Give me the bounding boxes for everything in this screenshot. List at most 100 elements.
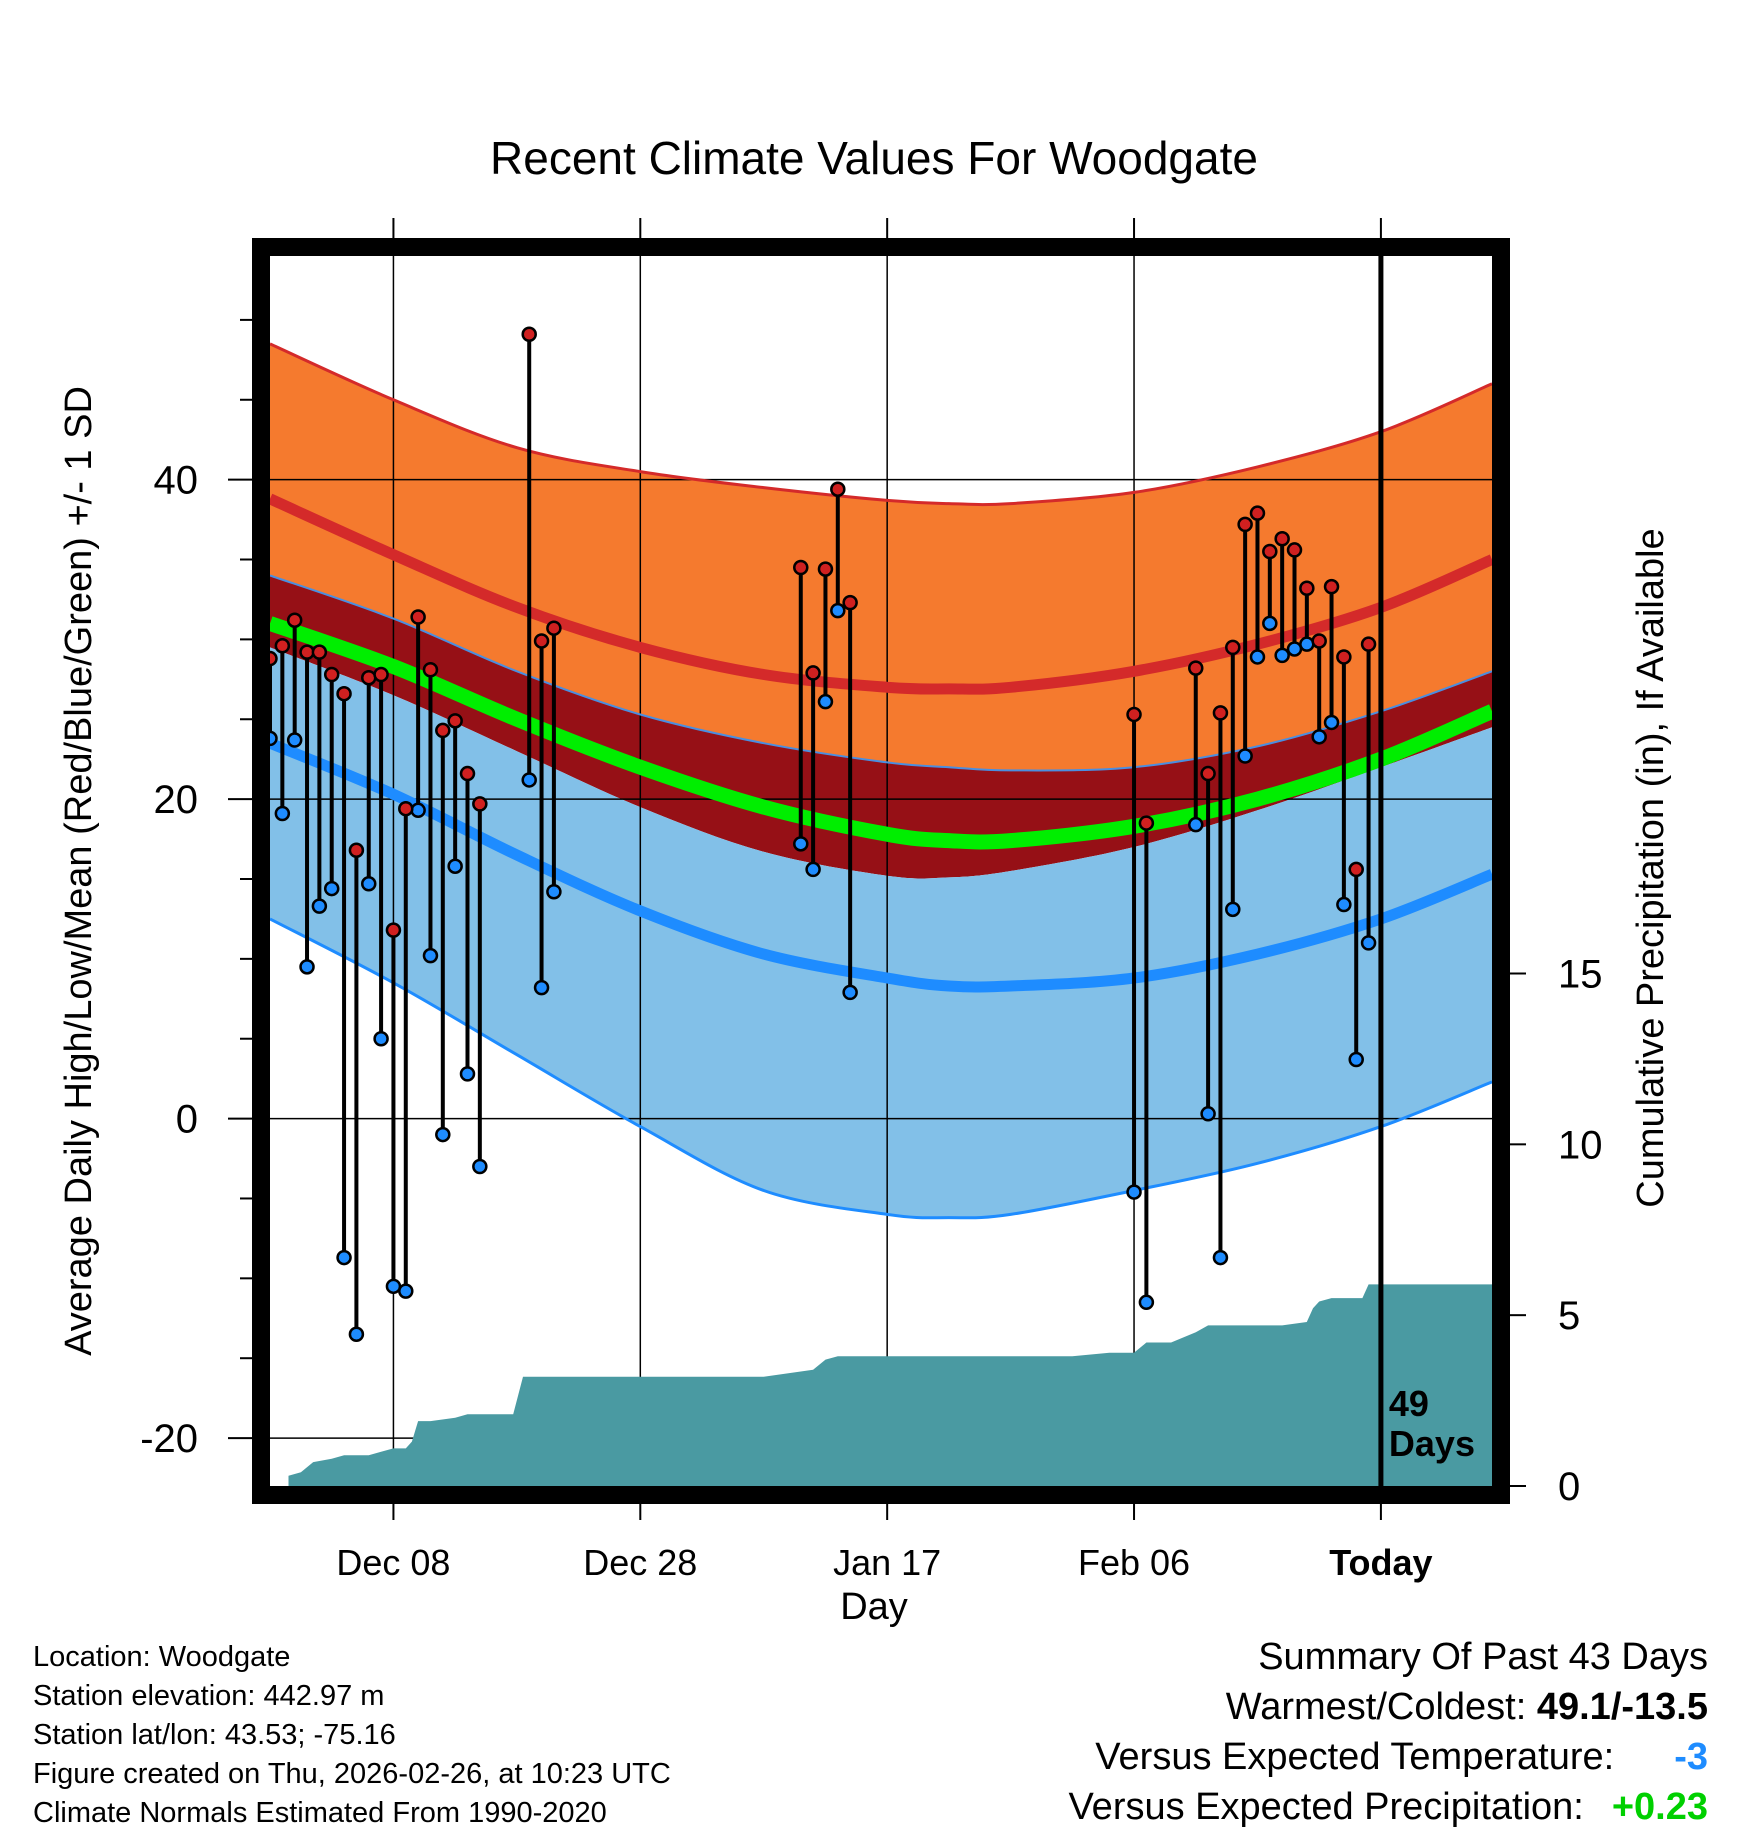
precip-value: +0.23	[1611, 1786, 1708, 1828]
daily-high-point	[1126, 706, 1142, 723]
daily-low-point	[817, 693, 834, 710]
climate-chart: Recent Climate Values For Woodgate Dec 0…	[58, 132, 1672, 1628]
daily-low-point	[1360, 935, 1377, 951]
daily-high-point	[1212, 705, 1229, 721]
precip-label: Versus Expected Precipitation:	[1068, 1786, 1584, 1828]
warmest-label: Warmest/Coldest:	[1225, 1686, 1537, 1728]
daily-high-point	[398, 800, 414, 817]
daily-high-point	[1323, 578, 1340, 595]
y-axis-label: Average Daily High/Low/Mean (Red/Blue/Gr…	[58, 386, 100, 1356]
y2-tick-label: 10	[1558, 1123, 1603, 1167]
daily-low-point	[1311, 729, 1327, 745]
daily-high-point	[546, 620, 562, 636]
y2-tick-label: 15	[1558, 953, 1603, 997]
daily-low-point	[1336, 896, 1352, 913]
x-tick-label: Dec 28	[583, 1542, 697, 1583]
daily-low-point	[299, 959, 315, 975]
x-tick-label: Dec 08	[336, 1542, 450, 1583]
daily-low-point	[459, 1066, 476, 1082]
y2-tick-label: 5	[1558, 1294, 1580, 1338]
daily-low-point	[422, 947, 439, 964]
daily-low-point	[1225, 901, 1241, 918]
daily-low-point	[830, 602, 846, 619]
daily-high-point	[1200, 765, 1216, 782]
plot-frame	[252, 238, 1510, 1504]
daily-points	[262, 326, 1377, 1342]
x-tick-label: Feb 06	[1078, 1542, 1190, 1583]
daily-high-point	[830, 481, 846, 497]
daily-high-point	[533, 633, 550, 649]
precipitation-area	[288, 1284, 1492, 1486]
daily-high-point	[1188, 660, 1204, 676]
normals-text: Climate Normals Estimated From 1990-2020	[33, 1797, 607, 1829]
normal-low-line	[267, 738, 1495, 993]
normal-lines	[267, 342, 1495, 1220]
daily-low-point	[1126, 1184, 1142, 1200]
daily-high-point	[348, 842, 365, 858]
daily-high-point	[521, 326, 537, 343]
elevation-text: Station elevation: 442.97 m	[33, 1680, 385, 1712]
daily-low-point	[286, 732, 303, 748]
daily-low-point	[1200, 1106, 1216, 1122]
daily-high-point	[1311, 633, 1327, 649]
chart-title: Recent Climate Values For Woodgate	[490, 132, 1258, 184]
low-sd-lower-line	[269, 917, 1493, 1220]
today-days-label-line: 49	[1389, 1383, 1429, 1424]
daily-high-point	[1274, 530, 1290, 547]
daily-high-point	[311, 644, 328, 660]
daily-low-point	[398, 1283, 414, 1299]
daily-low-point	[793, 836, 809, 852]
daily-high-point	[447, 713, 463, 729]
daily-low-point	[1188, 816, 1204, 833]
daily-high-point	[842, 594, 858, 611]
daily-low-point	[1323, 714, 1340, 731]
daily-low-point	[1249, 649, 1266, 665]
daily-low-point	[348, 1326, 365, 1342]
daily-low-point	[842, 984, 858, 1001]
daily-high-point	[1360, 636, 1377, 652]
x-axis-label: Day	[840, 1586, 908, 1628]
daily-high-point	[373, 666, 389, 683]
created-text: Figure created on Thu, 2026-02-26, at 10…	[33, 1758, 671, 1790]
daily-low-point	[1212, 1249, 1229, 1266]
daily-high-point	[1262, 543, 1278, 560]
daily-high-point	[1225, 639, 1241, 656]
daily-high-point	[1348, 861, 1364, 878]
daily-low-point	[546, 884, 562, 900]
daily-high-point	[472, 796, 488, 812]
today-days-label-line: Days	[1389, 1423, 1475, 1464]
daily-low-point	[533, 979, 550, 996]
daily-high-point	[1138, 815, 1155, 831]
daily-low-point	[1237, 748, 1253, 764]
daily-low-point	[373, 1030, 389, 1047]
daily-low-point	[311, 898, 328, 914]
axes: Dec 08 Dec 28 Jan 17 Feb 06 Today -20 0 20 40 0 5 1…	[140, 218, 1603, 1583]
daily-low-point	[1274, 647, 1290, 664]
daily-high-point	[1336, 649, 1352, 665]
summary-panel: Summary Of Past 43 Days Warmest/Coldest:…	[1068, 1632, 1708, 1832]
daily-low-point	[805, 861, 821, 878]
daily-high-point	[385, 922, 402, 938]
temp-value: -3	[1674, 1736, 1708, 1778]
daily-high-point	[435, 722, 451, 739]
daily-high-point	[817, 561, 834, 577]
station-info: Location: Woodgate Station elevation: 44…	[33, 1638, 671, 1833]
daily-low-point	[323, 880, 340, 897]
daily-high-point	[1249, 505, 1266, 521]
daily-low-point	[336, 1249, 352, 1266]
daily-low-point	[410, 802, 426, 819]
daily-high-point	[323, 666, 340, 683]
daily-low-point	[1286, 641, 1303, 657]
daily-high-point	[360, 669, 377, 686]
high-sd-lower-line	[269, 574, 1493, 772]
daily-low-point	[435, 1126, 451, 1143]
y-tick-label: 40	[154, 459, 199, 503]
daily-high-point	[1237, 516, 1253, 533]
daily-high-point	[1299, 580, 1315, 597]
daily-high-point	[793, 559, 809, 576]
daily-high-point	[286, 612, 303, 628]
low-sd-band	[270, 647, 1492, 1218]
mean-sd-band	[270, 575, 1492, 879]
latlon-text: Station lat/lon: 43.53; -75.16	[33, 1719, 396, 1751]
